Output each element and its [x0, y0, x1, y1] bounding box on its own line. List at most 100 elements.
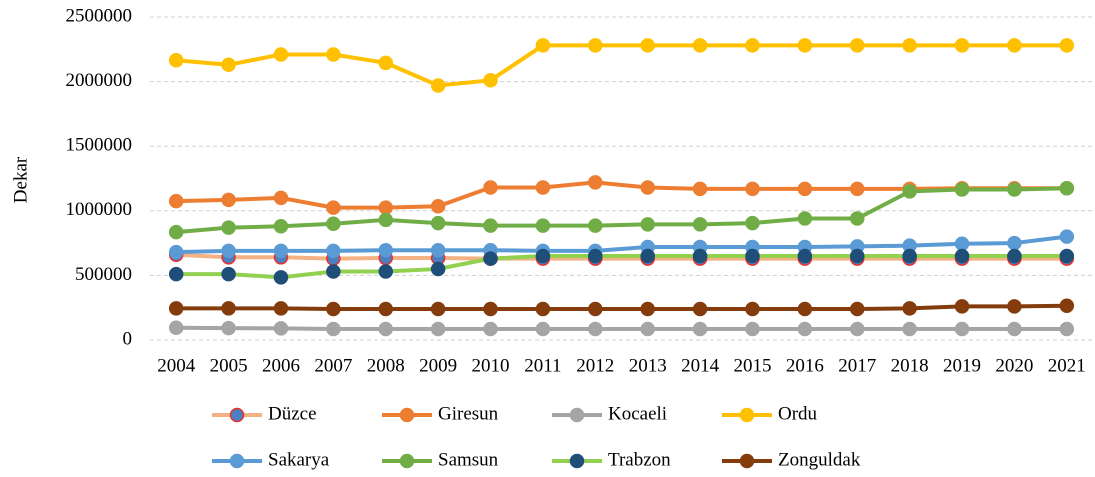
data-point — [378, 200, 393, 215]
legend-label: Samsun — [438, 449, 499, 470]
data-point — [850, 211, 865, 226]
series-line — [176, 254, 1067, 280]
legend-marker — [399, 407, 415, 423]
data-point — [797, 301, 813, 317]
data-point — [640, 321, 655, 337]
data-point — [692, 321, 708, 337]
data-point — [535, 218, 551, 233]
data-point — [273, 321, 289, 336]
data-point — [640, 248, 655, 264]
data-point — [168, 320, 184, 335]
data-point — [430, 199, 446, 214]
y-tick-label: 1000000 — [66, 199, 133, 220]
legend-label: Sakarya — [268, 449, 330, 470]
data-point — [954, 182, 970, 197]
data-point — [378, 212, 393, 228]
data-point — [430, 242, 446, 258]
data-point — [692, 181, 708, 197]
legend-label: Giresun — [438, 403, 499, 424]
data-point — [1007, 321, 1022, 337]
data-point — [850, 181, 865, 197]
legend-label: Kocaeli — [608, 403, 667, 424]
data-point — [692, 301, 708, 317]
data-point — [168, 266, 184, 282]
data-point — [273, 243, 289, 259]
data-point — [483, 251, 498, 266]
data-point — [850, 321, 865, 337]
legend-marker — [399, 453, 415, 469]
data-point — [221, 57, 236, 73]
data-point — [850, 38, 865, 53]
data-point — [640, 301, 655, 317]
data-point — [430, 78, 446, 93]
data-point — [483, 180, 498, 195]
data-point — [902, 321, 917, 337]
legend-label: Trabzon — [608, 449, 671, 470]
data-point — [797, 321, 813, 337]
data-point — [326, 243, 341, 259]
data-point — [902, 184, 917, 199]
x-tick-label: 2015 — [733, 355, 771, 376]
data-point — [588, 321, 603, 337]
data-point — [326, 301, 341, 317]
data-point — [588, 248, 603, 264]
y-axis-label: Dekar — [10, 156, 31, 203]
data-point — [745, 215, 760, 231]
x-tick-label: 2016 — [786, 355, 824, 376]
legend-marker — [229, 407, 245, 423]
legend-marker — [569, 453, 585, 469]
data-point — [168, 193, 184, 209]
x-tick-label: 2006 — [262, 355, 300, 376]
y-tick-label: 500000 — [75, 264, 132, 285]
series-line — [176, 325, 1067, 332]
data-point — [1059, 180, 1075, 196]
x-tick-label: 2004 — [157, 355, 196, 376]
data-point — [1007, 235, 1022, 251]
data-point — [378, 242, 393, 258]
data-point — [588, 38, 603, 53]
x-tick-label: 2017 — [838, 355, 876, 376]
data-point — [1007, 299, 1022, 314]
data-point — [273, 270, 289, 285]
data-point — [1007, 38, 1022, 53]
data-point — [954, 321, 970, 337]
x-tick-label: 2020 — [995, 355, 1033, 376]
data-point — [221, 320, 236, 336]
data-point — [326, 321, 341, 337]
data-point — [326, 200, 341, 215]
data-point — [1059, 38, 1075, 53]
y-tick-label: 2500000 — [66, 5, 133, 26]
legend-marker — [569, 407, 585, 423]
data-point — [797, 181, 813, 197]
data-point — [535, 180, 551, 195]
data-point — [1059, 321, 1075, 337]
data-point — [535, 248, 551, 264]
x-tick-label: 2005 — [210, 355, 248, 376]
data-point — [168, 244, 184, 260]
y-tick-label: 2000000 — [66, 70, 133, 91]
data-point — [378, 264, 393, 279]
data-point — [273, 47, 289, 62]
legend-marker — [739, 407, 755, 423]
data-point — [745, 321, 760, 337]
data-point — [273, 190, 289, 206]
data-point — [902, 248, 917, 264]
data-point — [797, 211, 813, 226]
x-tick-label: 2010 — [472, 355, 510, 376]
x-tick-label: 2021 — [1048, 355, 1086, 376]
data-point — [430, 261, 446, 277]
data-point — [954, 299, 970, 314]
data-point — [535, 38, 551, 53]
data-point — [588, 175, 603, 190]
legend-label: Ordu — [778, 403, 818, 424]
x-tick-label: 2011 — [524, 355, 561, 376]
data-point — [430, 321, 446, 337]
data-point — [640, 38, 655, 53]
x-tick-label: 2019 — [943, 355, 981, 376]
y-tick-label: 1500000 — [66, 135, 133, 156]
data-point — [221, 266, 236, 282]
data-point — [430, 215, 446, 231]
data-point — [221, 220, 236, 235]
data-point — [954, 236, 970, 251]
data-point — [535, 321, 551, 337]
